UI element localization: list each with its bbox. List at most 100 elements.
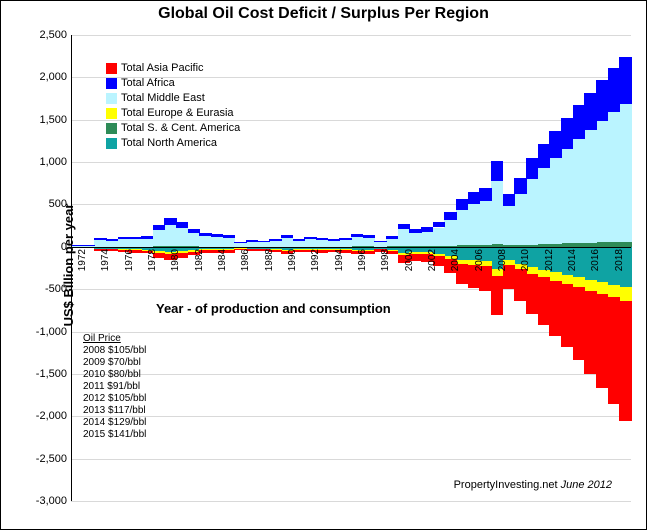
bar-segment — [549, 272, 561, 280]
bar-segment — [584, 93, 596, 130]
bar-segment — [479, 188, 491, 202]
bar-segment — [468, 204, 480, 245]
bar-segment — [596, 294, 608, 388]
bar-segment — [258, 241, 270, 242]
bar-segment — [561, 149, 573, 244]
bar-segment — [503, 194, 515, 206]
oil-price-row: 2014 $129/bbl — [83, 417, 146, 429]
bar-segment — [526, 274, 538, 315]
bar-segment — [549, 281, 561, 336]
bar-segment — [106, 239, 118, 241]
legend-swatch — [106, 138, 117, 149]
bar-segment — [129, 239, 141, 247]
x-tick: 2000 — [404, 249, 415, 271]
x-tick: 1998 — [380, 249, 391, 271]
x-tick: 2004 — [450, 249, 461, 271]
bar-segment — [538, 144, 550, 168]
bar-segment — [339, 238, 351, 240]
bar-segment — [398, 224, 410, 229]
legend-item: Total Middle East — [106, 91, 240, 106]
x-tick: 2002 — [427, 249, 438, 271]
bar-segment — [584, 130, 596, 243]
bar-segment — [526, 158, 538, 178]
bar-segment — [118, 239, 130, 246]
bar-segment — [83, 245, 95, 246]
legend-label: Total S. & Cent. America — [121, 121, 240, 136]
legend-label: Total Europe & Eurasia — [121, 106, 234, 121]
bar-segment — [409, 229, 421, 233]
y-tick: 1,500 — [39, 114, 67, 126]
bar-segment — [514, 194, 526, 245]
x-tick: 1974 — [100, 249, 111, 271]
bar-segment — [106, 241, 118, 247]
bar-segment — [246, 240, 258, 242]
attribution-source: PropertyInvesting.net — [454, 479, 558, 491]
bar-segment — [386, 236, 398, 238]
bar-segment — [293, 241, 305, 247]
legend-label: Total Asia Pacific — [121, 61, 204, 76]
bar-segment — [188, 233, 200, 247]
bar-segment — [363, 238, 375, 246]
bar-segment — [561, 284, 573, 348]
bar-segment — [573, 105, 585, 139]
chart-title: Global Oil Cost Deficit / Surplus Per Re… — [1, 5, 646, 23]
oil-price-row: 2008 $105/bbl — [83, 345, 146, 357]
bar-segment — [421, 227, 433, 232]
y-tick: -1,000 — [36, 326, 67, 338]
bar-segment — [584, 291, 596, 374]
bar-segment — [199, 236, 211, 246]
legend-swatch — [106, 63, 117, 74]
bar-segment — [421, 232, 433, 246]
bar-segment — [456, 210, 468, 246]
x-tick: 2016 — [590, 249, 601, 271]
bar-segment — [596, 80, 608, 121]
oil-price-row: 2010 $80/bbl — [83, 369, 146, 381]
oil-price-row: 2015 $141/bbl — [83, 429, 146, 441]
y-tick: -3,000 — [36, 495, 67, 507]
bar-segment — [153, 230, 165, 246]
bar-segment — [398, 229, 410, 246]
bar-segment — [141, 236, 153, 239]
legend-item: Total S. & Cent. America — [106, 121, 240, 136]
x-tick: 1996 — [357, 249, 368, 271]
x-tick: 1978 — [147, 249, 158, 271]
bar-segment — [351, 234, 363, 237]
legend-item: Total Europe & Eurasia — [106, 106, 240, 121]
bar-segment — [549, 158, 561, 244]
bar-segment — [374, 241, 386, 242]
legend-item: Total Asia Pacific — [106, 61, 240, 76]
bar-segment — [409, 233, 421, 247]
attribution: PropertyInvesting.net June 2012 — [454, 479, 612, 491]
y-tick: 2,500 — [39, 29, 67, 41]
bar-segment — [339, 240, 351, 247]
bar-segment — [503, 206, 515, 245]
bar-segment — [281, 235, 293, 238]
bar-segment — [269, 239, 281, 241]
x-tick: 1972 — [77, 249, 88, 271]
bar-segment — [433, 228, 445, 247]
legend-label: Total Africa — [121, 76, 175, 91]
legend-label: Total North America — [121, 136, 217, 151]
bar-segment — [199, 233, 211, 236]
bar-segment — [538, 168, 550, 244]
legend-swatch — [106, 108, 117, 119]
bar-segment — [363, 235, 375, 238]
x-tick: 2014 — [567, 249, 578, 271]
x-tick: 2006 — [474, 249, 485, 271]
bar-segment — [328, 239, 340, 241]
bar-segment — [596, 121, 608, 242]
y-tick: -1,500 — [36, 368, 67, 380]
x-tick: 1982 — [194, 249, 205, 271]
bar-segment — [573, 287, 585, 360]
attribution-date: June 2012 — [561, 479, 612, 491]
y-tick: 0 — [61, 241, 67, 253]
bar-segment — [619, 104, 631, 241]
bar-segment — [386, 239, 398, 247]
bar-segment — [94, 240, 106, 247]
x-tick: 2008 — [497, 249, 508, 271]
bar-segment — [608, 68, 620, 112]
legend-label: Total Middle East — [121, 91, 205, 106]
x-tick: 1990 — [287, 249, 298, 271]
bar-segment — [549, 131, 561, 158]
bar-segment — [164, 225, 176, 246]
